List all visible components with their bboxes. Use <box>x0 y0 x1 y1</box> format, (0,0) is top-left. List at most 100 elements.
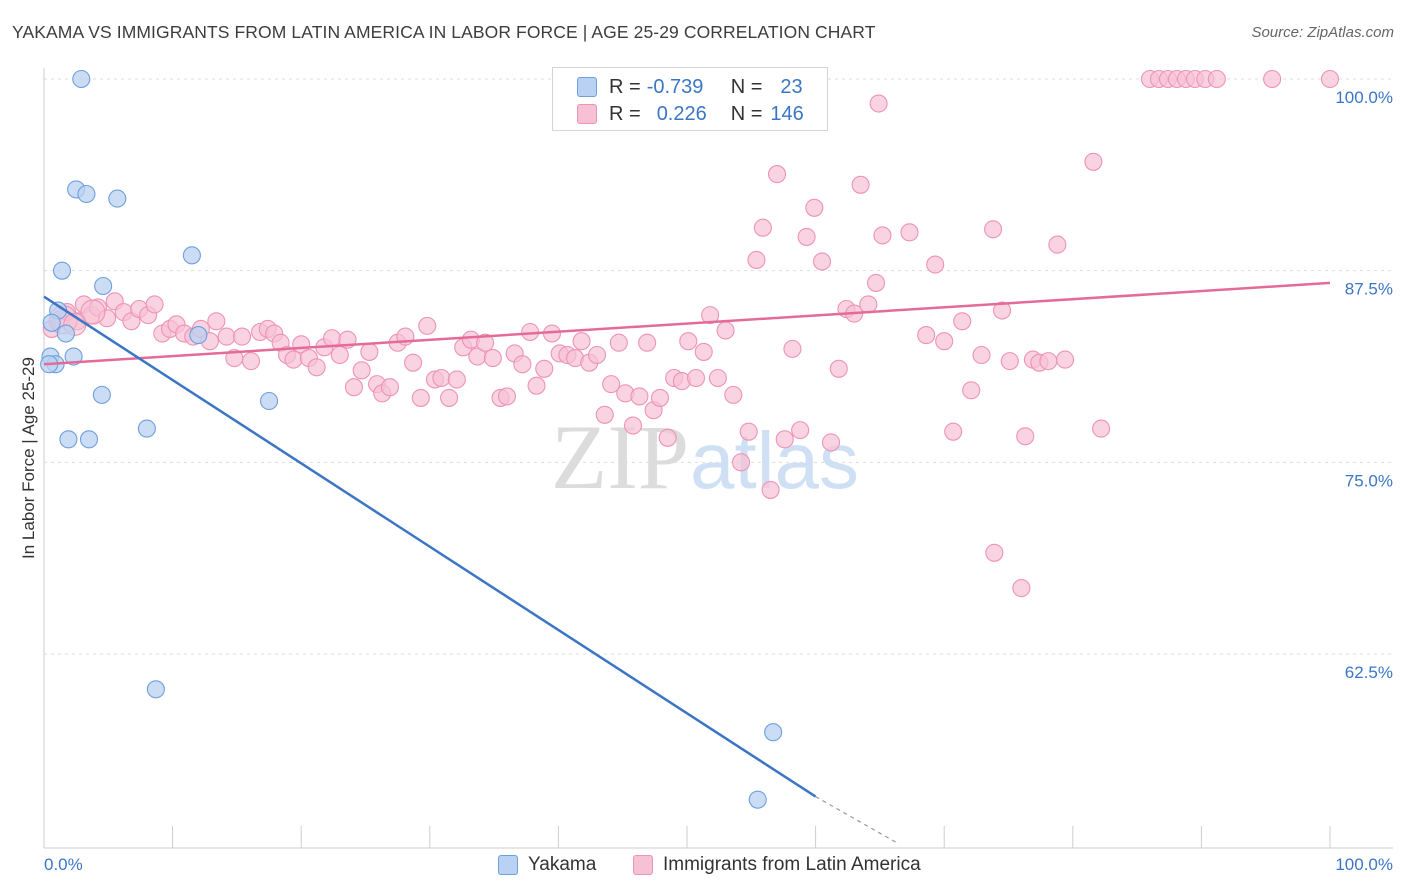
axis-labels: 100.0% 87.5% 75.0% 62.5% 0.0% 100.0% In Labor … <box>19 88 1393 874</box>
data-point-immigrants <box>411 388 430 407</box>
data-point-immigrants <box>866 273 886 292</box>
data-point-immigrants <box>535 359 554 378</box>
data-point-immigrants <box>783 339 802 358</box>
data-point-yakama <box>79 430 99 449</box>
legend-r-value: 0.226 <box>656 102 707 125</box>
data-point-yakama <box>52 261 72 280</box>
data-point-yakama <box>146 680 165 699</box>
data-point-immigrants <box>985 543 1004 562</box>
bottom-legend-yakama: Yakama <box>498 852 596 878</box>
data-point-immigrants <box>829 359 848 378</box>
data-point-immigrants <box>630 387 649 406</box>
bottom-legend-label-immigrants: Immigrants from Latin America <box>663 854 921 875</box>
data-point-immigrants <box>993 301 1012 320</box>
data-point-immigrants <box>284 350 303 369</box>
y-axis-title: In Labor Force | Age 25-29 <box>19 357 38 559</box>
data-point-immigrants <box>739 422 758 441</box>
data-point-immigrants <box>1056 350 1075 369</box>
y-tick-label: 87.5% <box>1345 280 1393 299</box>
bottom-legend-swatch-immigrants <box>633 855 653 875</box>
series-immigrants-points <box>42 69 1340 598</box>
data-point-immigrants <box>232 327 252 346</box>
legend-row-yakama: R = -0.739 N = 23 <box>577 74 803 100</box>
legend-n-value: 146 <box>770 102 804 125</box>
correlation-legend: R = -0.739 N = 23 R = 0.226 N = 146 <box>552 67 828 131</box>
data-point-immigrants <box>1016 427 1035 446</box>
legend-r-value: -0.739 <box>646 75 704 98</box>
legend-swatch-yakama <box>577 77 597 97</box>
data-point-yakama <box>182 246 201 265</box>
data-point-immigrants <box>694 342 713 361</box>
data-point-immigrants <box>404 353 423 372</box>
data-point-immigrants <box>217 327 236 346</box>
data-point-immigrants <box>805 198 824 217</box>
data-point-immigrants <box>972 345 991 365</box>
bottom-legend-label-yakama: Yakama <box>528 854 597 875</box>
data-point-immigrants <box>944 422 963 441</box>
data-point-immigrants <box>900 223 919 242</box>
series-yakama-points <box>40 69 783 809</box>
data-point-immigrants <box>917 326 936 345</box>
data-point-immigrants <box>1263 69 1282 89</box>
data-point-immigrants <box>513 355 532 374</box>
x-tick-label-max: 100.0% <box>1335 855 1393 874</box>
data-point-immigrants <box>935 332 954 351</box>
data-point-immigrants <box>1012 579 1031 598</box>
data-point-immigrants <box>724 385 743 404</box>
legend-n-label: N = <box>730 75 763 98</box>
data-point-immigrants <box>527 376 546 395</box>
data-point-immigrants <box>926 255 945 274</box>
data-point-immigrants <box>775 430 794 449</box>
data-point-yakama <box>137 419 156 438</box>
data-point-immigrants <box>650 388 670 407</box>
y-tick-label: 75.0% <box>1345 471 1393 490</box>
data-point-immigrants <box>572 332 591 351</box>
data-point-yakama <box>764 723 783 742</box>
legend-r-label: R = <box>609 75 641 98</box>
data-point-immigrants <box>360 342 379 361</box>
data-point-immigrants <box>812 252 832 271</box>
data-point-immigrants <box>747 250 766 269</box>
watermark: ZIP atlas <box>551 406 859 508</box>
data-point-immigrants <box>753 218 772 237</box>
data-point-immigrants <box>440 388 459 407</box>
data-point-immigrants <box>497 387 517 406</box>
data-point-immigrants <box>418 316 437 335</box>
data-point-immigrants <box>761 480 780 499</box>
y-tick-label: 100.0% <box>1335 88 1393 107</box>
source-credit: Source: ZipAtlas.com <box>1251 24 1394 41</box>
trend-line-yakama-extension <box>815 796 900 845</box>
bottom-legend-swatch-yakama <box>498 855 518 875</box>
data-point-immigrants <box>851 175 870 194</box>
data-point-yakama <box>56 324 75 343</box>
data-point-immigrants <box>1048 235 1067 254</box>
data-point-immigrants <box>330 345 349 365</box>
data-point-immigrants <box>483 349 502 368</box>
data-point-immigrants <box>797 227 816 246</box>
data-point-immigrants <box>380 378 399 397</box>
data-point-immigrants <box>962 381 981 400</box>
trend-line-yakama <box>43 295 817 798</box>
data-point-immigrants <box>1000 352 1019 371</box>
data-point-immigrants <box>241 352 261 371</box>
data-point-immigrants <box>716 321 735 340</box>
bottom-legend-immigrants: Immigrants from Latin America <box>633 852 921 878</box>
data-point-immigrants <box>859 295 878 314</box>
data-point-immigrants <box>623 416 643 435</box>
y-tick-label: 62.5% <box>1345 663 1393 682</box>
data-point-immigrants <box>679 332 698 351</box>
data-point-yakama <box>94 276 113 296</box>
data-point-immigrants <box>145 295 164 314</box>
legend-n-label: N = <box>730 102 763 125</box>
data-point-immigrants <box>1207 69 1226 89</box>
data-point-yakama <box>42 313 61 332</box>
data-point-immigrants <box>323 329 342 348</box>
chart-title: YAKAMA VS IMMIGRANTS FROM LATIN AMERICA … <box>12 22 876 42</box>
data-point-yakama <box>72 69 91 89</box>
axes <box>43 68 1393 849</box>
data-point-yakama <box>748 790 767 809</box>
data-point-immigrants <box>609 333 628 352</box>
data-point-yakama <box>77 184 96 204</box>
data-point-immigrants <box>344 378 363 397</box>
data-point-immigrants <box>767 165 787 184</box>
